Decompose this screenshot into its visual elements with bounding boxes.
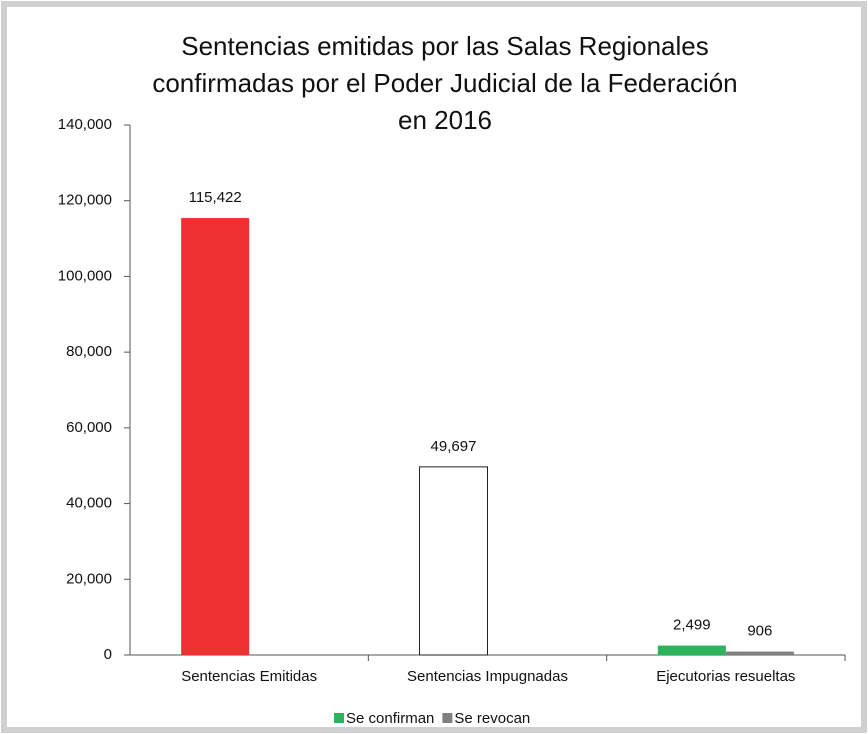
data-label: 115,422 <box>189 189 242 206</box>
y-tick-label: 40,000 <box>66 495 112 512</box>
chart-title: confirmadas por el Poder Judicial de la … <box>152 68 737 98</box>
legend-label: Se revocan <box>454 710 530 727</box>
y-tick-label: 60,000 <box>66 419 112 436</box>
legend-label: Se confirman <box>346 710 434 727</box>
y-tick-label: 80,000 <box>66 343 112 360</box>
data-label: 2,499 <box>673 617 711 634</box>
y-tick-label: 120,000 <box>58 192 112 209</box>
x-tick-label: Ejecutorias resueltas <box>656 668 795 685</box>
legend-swatch <box>334 713 344 723</box>
chart-title: Sentencias emitidas por las Salas Region… <box>181 31 709 61</box>
bar <box>419 466 488 656</box>
x-tick-label: Sentencias Emitidas <box>181 668 317 685</box>
bar <box>725 651 794 655</box>
chart-title: en 2016 <box>398 105 492 135</box>
data-label: 906 <box>747 623 772 640</box>
y-tick-label: 0 <box>104 646 112 663</box>
y-tick-label: 20,000 <box>66 570 112 587</box>
bar <box>657 645 726 655</box>
y-tick-label: 100,000 <box>58 267 112 284</box>
x-tick-label: Sentencias Impugnadas <box>407 668 568 685</box>
y-tick-label: 140,000 <box>58 116 112 133</box>
bar <box>181 218 250 655</box>
data-label: 49,697 <box>431 438 477 455</box>
legend-swatch <box>442 713 453 723</box>
